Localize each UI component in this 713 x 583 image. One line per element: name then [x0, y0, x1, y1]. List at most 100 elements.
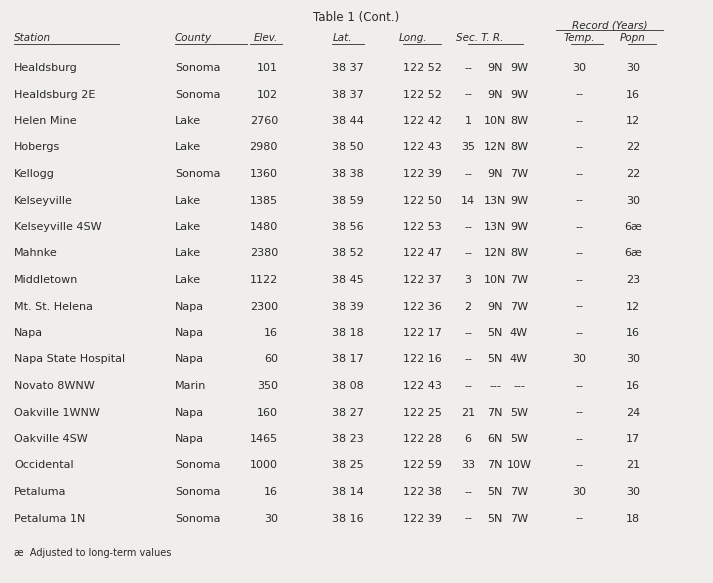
Text: 4W: 4W: [510, 328, 528, 338]
Text: 122 17: 122 17: [403, 328, 442, 338]
Text: 5W: 5W: [510, 434, 528, 444]
Text: Napa: Napa: [175, 328, 204, 338]
Text: 6æ: 6æ: [624, 222, 642, 232]
Text: 7W: 7W: [510, 514, 528, 524]
Text: 122 59: 122 59: [403, 461, 442, 470]
Text: 30: 30: [626, 487, 640, 497]
Text: 38 56: 38 56: [332, 222, 364, 232]
Text: 38 38: 38 38: [332, 169, 364, 179]
Text: --: --: [575, 222, 583, 232]
Text: Lake: Lake: [175, 116, 201, 126]
Text: 38 25: 38 25: [332, 461, 364, 470]
Text: Mt. St. Helena: Mt. St. Helena: [14, 301, 93, 311]
Text: 30: 30: [626, 63, 640, 73]
Text: Oakville 1WNW: Oakville 1WNW: [14, 408, 100, 417]
Text: 7W: 7W: [510, 487, 528, 497]
Text: 5N: 5N: [487, 354, 503, 364]
Text: 38 08: 38 08: [332, 381, 364, 391]
Text: Popn: Popn: [620, 33, 646, 43]
Text: Station: Station: [14, 33, 51, 43]
Text: 12: 12: [626, 301, 640, 311]
Text: 1122: 1122: [250, 275, 278, 285]
Text: 9N: 9N: [487, 90, 503, 100]
Text: Lake: Lake: [175, 195, 201, 205]
Text: Middletown: Middletown: [14, 275, 78, 285]
Text: 122 25: 122 25: [403, 408, 442, 417]
Text: Kelseyville 4SW: Kelseyville 4SW: [14, 222, 102, 232]
Text: 122 42: 122 42: [403, 116, 442, 126]
Text: Napa: Napa: [175, 434, 204, 444]
Text: 30: 30: [572, 354, 586, 364]
Text: 9N: 9N: [487, 169, 503, 179]
Text: Kellogg: Kellogg: [14, 169, 55, 179]
Text: 17: 17: [626, 434, 640, 444]
Text: 2380: 2380: [250, 248, 278, 258]
Text: 122 16: 122 16: [403, 354, 442, 364]
Text: --: --: [464, 169, 472, 179]
Text: 38 17: 38 17: [332, 354, 364, 364]
Text: 9W: 9W: [510, 222, 528, 232]
Text: County: County: [175, 33, 212, 43]
Text: 22: 22: [626, 142, 640, 153]
Text: 5N: 5N: [487, 514, 503, 524]
Text: --: --: [464, 328, 472, 338]
Text: Sonoma: Sonoma: [175, 514, 220, 524]
Text: Long.: Long.: [399, 33, 427, 43]
Text: 160: 160: [257, 408, 278, 417]
Text: Mahnke: Mahnke: [14, 248, 58, 258]
Text: Napa: Napa: [175, 354, 204, 364]
Text: 12: 12: [626, 116, 640, 126]
Text: 8W: 8W: [510, 116, 528, 126]
Text: 21: 21: [626, 461, 640, 470]
Text: 23: 23: [626, 275, 640, 285]
Text: 7W: 7W: [510, 301, 528, 311]
Text: 10N: 10N: [484, 116, 506, 126]
Text: Healdsburg 2E: Healdsburg 2E: [14, 90, 96, 100]
Text: 122 39: 122 39: [403, 514, 442, 524]
Text: Napa State Hospital: Napa State Hospital: [14, 354, 125, 364]
Text: ---: ---: [489, 381, 501, 391]
Text: Napa: Napa: [175, 301, 204, 311]
Text: --: --: [575, 301, 583, 311]
Text: --: --: [575, 116, 583, 126]
Text: --: --: [575, 275, 583, 285]
Text: 16: 16: [264, 328, 278, 338]
Text: Sonoma: Sonoma: [175, 487, 220, 497]
Text: 122 52: 122 52: [403, 90, 442, 100]
Text: 30: 30: [572, 63, 586, 73]
Text: --: --: [575, 169, 583, 179]
Text: 1385: 1385: [250, 195, 278, 205]
Text: 9W: 9W: [510, 63, 528, 73]
Text: Hobergs: Hobergs: [14, 142, 61, 153]
Text: 102: 102: [257, 90, 278, 100]
Text: 5N: 5N: [487, 487, 503, 497]
Text: 35: 35: [461, 142, 475, 153]
Text: 38 50: 38 50: [332, 142, 364, 153]
Text: --: --: [464, 381, 472, 391]
Text: --: --: [575, 328, 583, 338]
Text: 33: 33: [461, 461, 475, 470]
Text: 9N: 9N: [487, 63, 503, 73]
Text: 122 52: 122 52: [403, 63, 442, 73]
Text: 16: 16: [626, 381, 640, 391]
Text: --: --: [575, 142, 583, 153]
Text: Lake: Lake: [175, 275, 201, 285]
Text: 38 23: 38 23: [332, 434, 364, 444]
Text: 7N: 7N: [487, 461, 503, 470]
Text: 30: 30: [626, 354, 640, 364]
Text: 7W: 7W: [510, 169, 528, 179]
Text: 60: 60: [264, 354, 278, 364]
Text: 101: 101: [257, 63, 278, 73]
Text: 16: 16: [626, 90, 640, 100]
Text: Sonoma: Sonoma: [175, 63, 220, 73]
Text: 12N: 12N: [483, 248, 506, 258]
Text: 30: 30: [264, 514, 278, 524]
Text: Novato 8WNW: Novato 8WNW: [14, 381, 95, 391]
Text: Lake: Lake: [175, 248, 201, 258]
Text: 10W: 10W: [506, 461, 531, 470]
Text: Sonoma: Sonoma: [175, 461, 220, 470]
Text: 16: 16: [264, 487, 278, 497]
Text: 24: 24: [626, 408, 640, 417]
Text: 2980: 2980: [250, 142, 278, 153]
Text: 350: 350: [257, 381, 278, 391]
